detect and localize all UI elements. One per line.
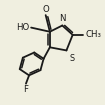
Text: F: F [23, 85, 28, 94]
Text: O: O [43, 5, 50, 14]
Text: N: N [59, 14, 66, 23]
Text: S: S [69, 54, 74, 63]
Text: CH₃: CH₃ [85, 30, 101, 39]
Text: HO: HO [16, 23, 30, 32]
